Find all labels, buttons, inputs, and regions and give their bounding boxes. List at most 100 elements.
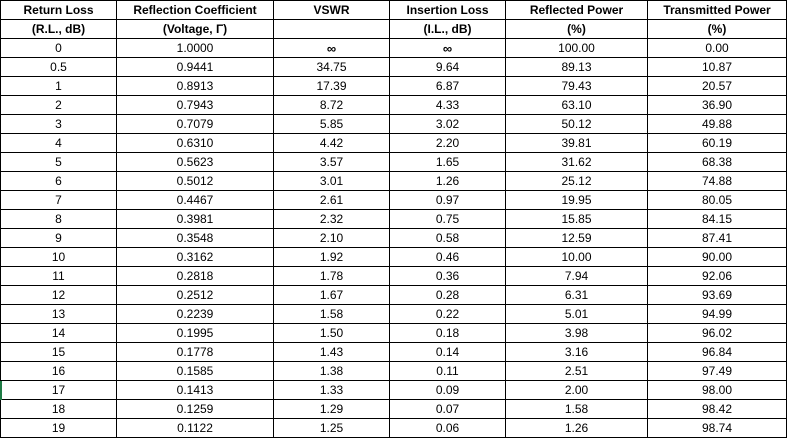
cell-transmitted-power[interactable]: 68.38 bbox=[647, 152, 787, 172]
cell-insertion-loss[interactable]: 6.87 bbox=[389, 76, 506, 96]
cell-return-loss[interactable]: 0 bbox=[0, 38, 117, 58]
cell-reflection-coefficient[interactable]: 0.7079 bbox=[116, 114, 274, 134]
cell-reflection-coefficient[interactable]: 0.3981 bbox=[116, 209, 274, 229]
cell-reflection-coefficient[interactable]: 0.7943 bbox=[116, 95, 274, 115]
cell-reflected-power[interactable]: 7.94 bbox=[505, 266, 648, 286]
cell-transmitted-power[interactable]: 96.02 bbox=[647, 323, 787, 343]
cell-reflection-coefficient[interactable]: 0.5623 bbox=[116, 152, 274, 172]
cell-insertion-loss[interactable]: 0.97 bbox=[389, 190, 506, 210]
cell-transmitted-power[interactable]: 94.99 bbox=[647, 304, 787, 324]
cell-reflection-coefficient[interactable]: 0.2512 bbox=[116, 285, 274, 305]
cell-transmitted-power[interactable]: 0.00 bbox=[647, 38, 787, 58]
cell-insertion-loss[interactable]: 9.64 bbox=[389, 57, 506, 77]
cell-reflection-coefficient[interactable]: 0.1995 bbox=[116, 323, 274, 343]
cell-reflected-power[interactable]: 79.43 bbox=[505, 76, 648, 96]
header-unit-transmitted-power[interactable]: (%) bbox=[647, 19, 787, 39]
cell-insertion-loss[interactable]: 0.07 bbox=[389, 399, 506, 419]
cell-return-loss[interactable]: 18 bbox=[0, 399, 117, 419]
cell-transmitted-power[interactable]: 74.88 bbox=[647, 171, 787, 191]
cell-return-loss[interactable]: 16 bbox=[0, 361, 117, 381]
cell-vswr[interactable]: 1.67 bbox=[273, 285, 390, 305]
header-vswr[interactable]: VSWR bbox=[273, 0, 390, 20]
cell-return-loss[interactable]: 9 bbox=[0, 228, 117, 248]
cell-reflected-power[interactable]: 63.10 bbox=[505, 95, 648, 115]
cell-vswr[interactable]: 8.72 bbox=[273, 95, 390, 115]
header-transmitted-power[interactable]: Transmitted Power bbox=[647, 0, 787, 20]
cell-reflected-power[interactable]: 19.95 bbox=[505, 190, 648, 210]
cell-vswr[interactable]: 4.42 bbox=[273, 133, 390, 153]
cell-transmitted-power[interactable]: 98.74 bbox=[647, 418, 787, 438]
cell-return-loss[interactable]: 3 bbox=[0, 114, 117, 134]
cell-return-loss[interactable]: 14 bbox=[0, 323, 117, 343]
header-unit-reflected-power[interactable]: (%) bbox=[505, 19, 648, 39]
cell-reflection-coefficient[interactable]: 0.1122 bbox=[116, 418, 274, 438]
cell-insertion-loss[interactable]: 3.02 bbox=[389, 114, 506, 134]
cell-return-loss[interactable]: 1 bbox=[0, 76, 117, 96]
cell-transmitted-power[interactable]: 93.69 bbox=[647, 285, 787, 305]
cell-reflection-coefficient[interactable]: 0.1259 bbox=[116, 399, 274, 419]
cell-reflected-power[interactable]: 12.59 bbox=[505, 228, 648, 248]
cell-reflected-power[interactable]: 1.58 bbox=[505, 399, 648, 419]
cell-reflection-coefficient[interactable]: 0.1585 bbox=[116, 361, 274, 381]
cell-transmitted-power[interactable]: 96.84 bbox=[647, 342, 787, 362]
cell-return-loss[interactable]: 4 bbox=[0, 133, 117, 153]
cell-vswr[interactable]: 3.57 bbox=[273, 152, 390, 172]
cell-insertion-loss[interactable]: 0.36 bbox=[389, 266, 506, 286]
cell-insertion-loss[interactable]: ∞ bbox=[389, 38, 506, 58]
cell-vswr[interactable]: 1.92 bbox=[273, 247, 390, 267]
cell-transmitted-power[interactable]: 84.15 bbox=[647, 209, 787, 229]
cell-transmitted-power[interactable]: 20.57 bbox=[647, 76, 787, 96]
cell-insertion-loss[interactable]: 1.65 bbox=[389, 152, 506, 172]
cell-reflected-power[interactable]: 31.62 bbox=[505, 152, 648, 172]
header-return-loss[interactable]: Return Loss bbox=[0, 0, 117, 20]
cell-return-loss[interactable]: 15 bbox=[0, 342, 117, 362]
cell-return-loss[interactable]: 10 bbox=[0, 247, 117, 267]
cell-insertion-loss[interactable]: 0.58 bbox=[389, 228, 506, 248]
cell-return-loss[interactable]: 19 bbox=[0, 418, 117, 438]
cell-insertion-loss[interactable]: 0.11 bbox=[389, 361, 506, 381]
cell-reflection-coefficient[interactable]: 0.4467 bbox=[116, 190, 274, 210]
cell-reflected-power[interactable]: 50.12 bbox=[505, 114, 648, 134]
cell-transmitted-power[interactable]: 97.49 bbox=[647, 361, 787, 381]
cell-return-loss[interactable]: 13 bbox=[0, 304, 117, 324]
header-unit-vswr[interactable] bbox=[273, 19, 390, 39]
cell-reflection-coefficient[interactable]: 0.2239 bbox=[116, 304, 274, 324]
cell-reflected-power[interactable]: 89.13 bbox=[505, 57, 648, 77]
cell-return-loss[interactable]: 7 bbox=[0, 190, 117, 210]
cell-insertion-loss[interactable]: 0.06 bbox=[389, 418, 506, 438]
cell-vswr[interactable]: 17.39 bbox=[273, 76, 390, 96]
cell-return-loss[interactable]: 0.5 bbox=[0, 57, 117, 77]
cell-reflection-coefficient[interactable]: 0.9441 bbox=[116, 57, 274, 77]
cell-insertion-loss[interactable]: 0.14 bbox=[389, 342, 506, 362]
header-reflected-power[interactable]: Reflected Power bbox=[505, 0, 648, 20]
cell-reflection-coefficient[interactable]: 0.8913 bbox=[116, 76, 274, 96]
cell-reflected-power[interactable]: 10.00 bbox=[505, 247, 648, 267]
cell-reflection-coefficient[interactable]: 1.0000 bbox=[116, 38, 274, 58]
cell-vswr[interactable]: 1.50 bbox=[273, 323, 390, 343]
cell-vswr[interactable]: 1.78 bbox=[273, 266, 390, 286]
cell-reflected-power[interactable]: 3.16 bbox=[505, 342, 648, 362]
cell-reflection-coefficient[interactable]: 0.3548 bbox=[116, 228, 274, 248]
cell-insertion-loss[interactable]: 0.18 bbox=[389, 323, 506, 343]
cell-reflected-power[interactable]: 1.26 bbox=[505, 418, 648, 438]
cell-transmitted-power[interactable]: 90.00 bbox=[647, 247, 787, 267]
cell-reflected-power[interactable]: 2.00 bbox=[505, 380, 648, 400]
cell-transmitted-power[interactable]: 80.05 bbox=[647, 190, 787, 210]
cell-reflection-coefficient[interactable]: 0.2818 bbox=[116, 266, 274, 286]
cell-vswr[interactable]: ∞ bbox=[273, 38, 390, 58]
cell-vswr[interactable]: 5.85 bbox=[273, 114, 390, 134]
cell-insertion-loss[interactable]: 0.75 bbox=[389, 209, 506, 229]
cell-reflected-power[interactable]: 6.31 bbox=[505, 285, 648, 305]
cell-insertion-loss[interactable]: 0.22 bbox=[389, 304, 506, 324]
cell-return-loss[interactable]: 12 bbox=[0, 285, 117, 305]
cell-reflection-coefficient[interactable]: 0.1778 bbox=[116, 342, 274, 362]
header-reflection-coefficient[interactable]: Reflection Coefficient bbox=[116, 0, 274, 20]
cell-insertion-loss[interactable]: 4.33 bbox=[389, 95, 506, 115]
cell-return-loss[interactable]: 17 bbox=[0, 380, 117, 400]
cell-reflected-power[interactable]: 39.81 bbox=[505, 133, 648, 153]
cell-vswr[interactable]: 3.01 bbox=[273, 171, 390, 191]
cell-return-loss[interactable]: 11 bbox=[0, 266, 117, 286]
cell-reflected-power[interactable]: 2.51 bbox=[505, 361, 648, 381]
cell-transmitted-power[interactable]: 98.42 bbox=[647, 399, 787, 419]
header-unit-insertion-loss[interactable]: (I.L., dB) bbox=[389, 19, 506, 39]
